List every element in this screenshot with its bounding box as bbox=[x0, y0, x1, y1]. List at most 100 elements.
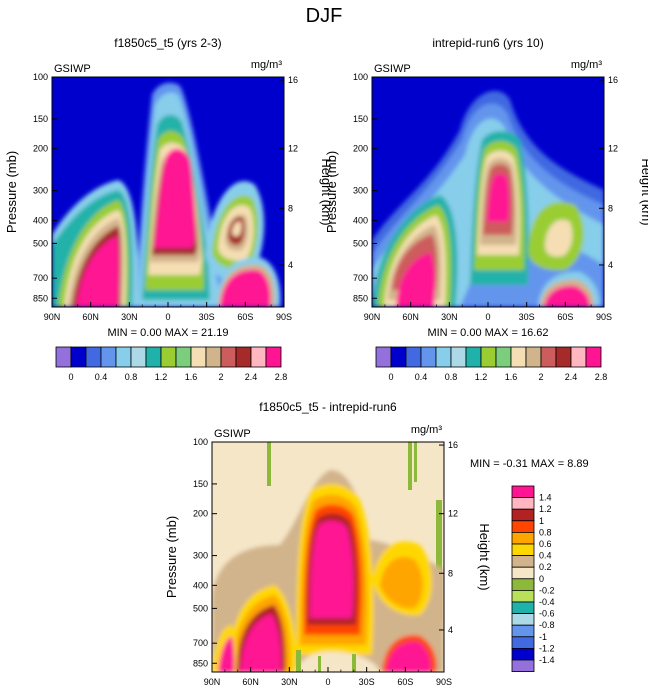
colorbar-label: 1 bbox=[539, 516, 544, 526]
colorbar-swatch bbox=[465, 346, 482, 368]
colorbar-swatch bbox=[570, 346, 587, 368]
colorbar-label: 0.8 bbox=[445, 372, 458, 382]
units-label: mg/m³ bbox=[251, 59, 283, 71]
colorbar-swatch bbox=[450, 346, 467, 368]
variable-label: GSIWP bbox=[54, 63, 91, 75]
x-tick-label: 30N bbox=[121, 312, 138, 322]
panel-difference: f1850c5_t5 - intrepid-run6 GSIWP mg/m³ bbox=[164, 400, 589, 673]
page-title: DJF bbox=[306, 5, 343, 27]
colorbar-label: 1.2 bbox=[475, 372, 488, 382]
contour-field bbox=[52, 77, 284, 307]
y-tick-label: 500 bbox=[353, 238, 368, 248]
y-tick-label: 700 bbox=[193, 638, 208, 648]
colorbar-swatch bbox=[511, 555, 535, 568]
contour-field bbox=[212, 442, 444, 672]
colorbar-swatch bbox=[495, 346, 512, 368]
axes-panel-0: 90N 60N 30N 0 30S 60S 90S 100 150 200 300 400 500 700… bbox=[33, 72, 298, 322]
colorbar-swatch bbox=[115, 346, 132, 368]
colorbar-label: 0.8 bbox=[125, 372, 138, 382]
colorbar-label: 1.2 bbox=[539, 504, 552, 514]
colorbar-swatch bbox=[511, 566, 535, 580]
colorbar-label: 0.2 bbox=[539, 562, 552, 572]
x-tick-label: 30S bbox=[519, 312, 535, 322]
y-tick-label: 500 bbox=[33, 238, 48, 248]
colorbar-swatch bbox=[220, 346, 237, 368]
colorbar-label: 0.4 bbox=[95, 372, 108, 382]
panel-model-a: f1850c5_t5 (yrs 2-3) GSIWP mg/m³ bbox=[4, 36, 334, 339]
colorbar-swatch bbox=[511, 543, 535, 557]
y-axis-label-right: Height (km) bbox=[477, 523, 492, 590]
colorbar-label: 2 bbox=[218, 372, 223, 382]
x-tick-label: 90N bbox=[364, 312, 381, 322]
colorbar-swatch bbox=[511, 578, 535, 591]
y-axis-label: Pressure (mb) bbox=[4, 151, 19, 233]
colorbar-swatch bbox=[160, 346, 177, 368]
colorbar-label: 0.4 bbox=[539, 551, 552, 561]
y-right-tick-label: 12 bbox=[448, 509, 458, 519]
x-tick-label: 30S bbox=[199, 312, 215, 322]
colorbar-label: -1.4 bbox=[539, 655, 555, 665]
colorbar-1: 0 0.4 0.8 1.2 1.6 2 2.4 2.8 bbox=[375, 346, 607, 382]
x-tick-label: 30N bbox=[281, 677, 298, 687]
colorbar-swatch bbox=[70, 346, 87, 368]
x-tick-label: 90N bbox=[204, 677, 221, 687]
colorbar-label: 0 bbox=[539, 574, 544, 584]
x-tick-label: 90S bbox=[276, 312, 292, 322]
colorbar-swatch bbox=[205, 346, 222, 368]
colorbar-swatch bbox=[511, 532, 535, 545]
min-max-stats: MIN = 0.00 MAX = 21.19 bbox=[107, 327, 228, 339]
colorbar-label: 0.4 bbox=[415, 372, 428, 382]
y-tick-label: 850 bbox=[33, 293, 48, 303]
contour-field bbox=[372, 77, 604, 307]
colorbar-swatch bbox=[250, 346, 267, 368]
x-tick-label: 30S bbox=[359, 677, 375, 687]
colorbar-swatch bbox=[480, 346, 497, 368]
y-tick-label: 150 bbox=[353, 114, 368, 124]
colorbar-label: 0.6 bbox=[539, 539, 552, 549]
colorbar-swatch bbox=[375, 346, 392, 368]
y-right-tick-label: 12 bbox=[608, 144, 618, 154]
units-label: mg/m³ bbox=[411, 424, 443, 436]
colorbar-swatch bbox=[511, 520, 535, 533]
y-tick-label: 400 bbox=[353, 215, 368, 225]
colorbar-swatch bbox=[235, 346, 252, 368]
colorbar-swatch bbox=[511, 497, 535, 510]
y-tick-label: 500 bbox=[193, 603, 208, 613]
axes-panel-2: 90N 60N 30N 0 30S 60S 90S 100 150 200 300 400 500 700… bbox=[193, 437, 458, 687]
y-right-tick-label: 8 bbox=[288, 203, 293, 213]
y-tick-label: 200 bbox=[193, 509, 208, 519]
x-tick-label: 90S bbox=[436, 677, 452, 687]
colorbar-label: 1.6 bbox=[505, 372, 518, 382]
colorbar-swatch bbox=[405, 346, 422, 368]
axes-layer: 90N 60N 30N 0 30S 60S 90S100150200300400500700… bbox=[33, 72, 618, 687]
y-tick-label: 400 bbox=[193, 580, 208, 590]
x-tick-label: 60S bbox=[237, 312, 253, 322]
panel-title: intrepid-run6 (yrs 10) bbox=[432, 36, 543, 50]
colorbar-label: -1.2 bbox=[539, 643, 555, 653]
colorbar-swatch bbox=[390, 346, 407, 368]
colorbar-swatch bbox=[130, 346, 147, 368]
colorbar-label: 2 bbox=[538, 372, 543, 382]
y-tick-label: 700 bbox=[353, 273, 368, 283]
colorbar-swatch bbox=[145, 346, 162, 368]
y-tick-label: 100 bbox=[193, 437, 208, 447]
x-tick-label: 90S bbox=[596, 312, 612, 322]
y-tick-label: 850 bbox=[193, 658, 208, 668]
colorbar-swatch bbox=[511, 648, 535, 661]
colorbar-swatch bbox=[540, 346, 557, 368]
colorbar-label: 0 bbox=[68, 372, 73, 382]
colorbar-swatch bbox=[511, 636, 535, 649]
x-tick-label: 90N bbox=[44, 312, 61, 322]
colorbar-label: 1.6 bbox=[185, 372, 198, 382]
y-tick-label: 400 bbox=[33, 215, 48, 225]
variable-label: GSIWP bbox=[374, 63, 411, 75]
colorbar-swatch bbox=[265, 346, 282, 368]
colorbar-label: -0.4 bbox=[539, 597, 555, 607]
colorbar-swatch bbox=[510, 346, 527, 368]
colorbar-label: 1.4 bbox=[539, 493, 552, 503]
colorbar-swatch bbox=[511, 613, 535, 626]
panel-title: f1850c5_t5 (yrs 2-3) bbox=[114, 36, 221, 50]
colorbar-swatch bbox=[175, 346, 192, 368]
colorbar-label: -0.2 bbox=[539, 585, 555, 595]
